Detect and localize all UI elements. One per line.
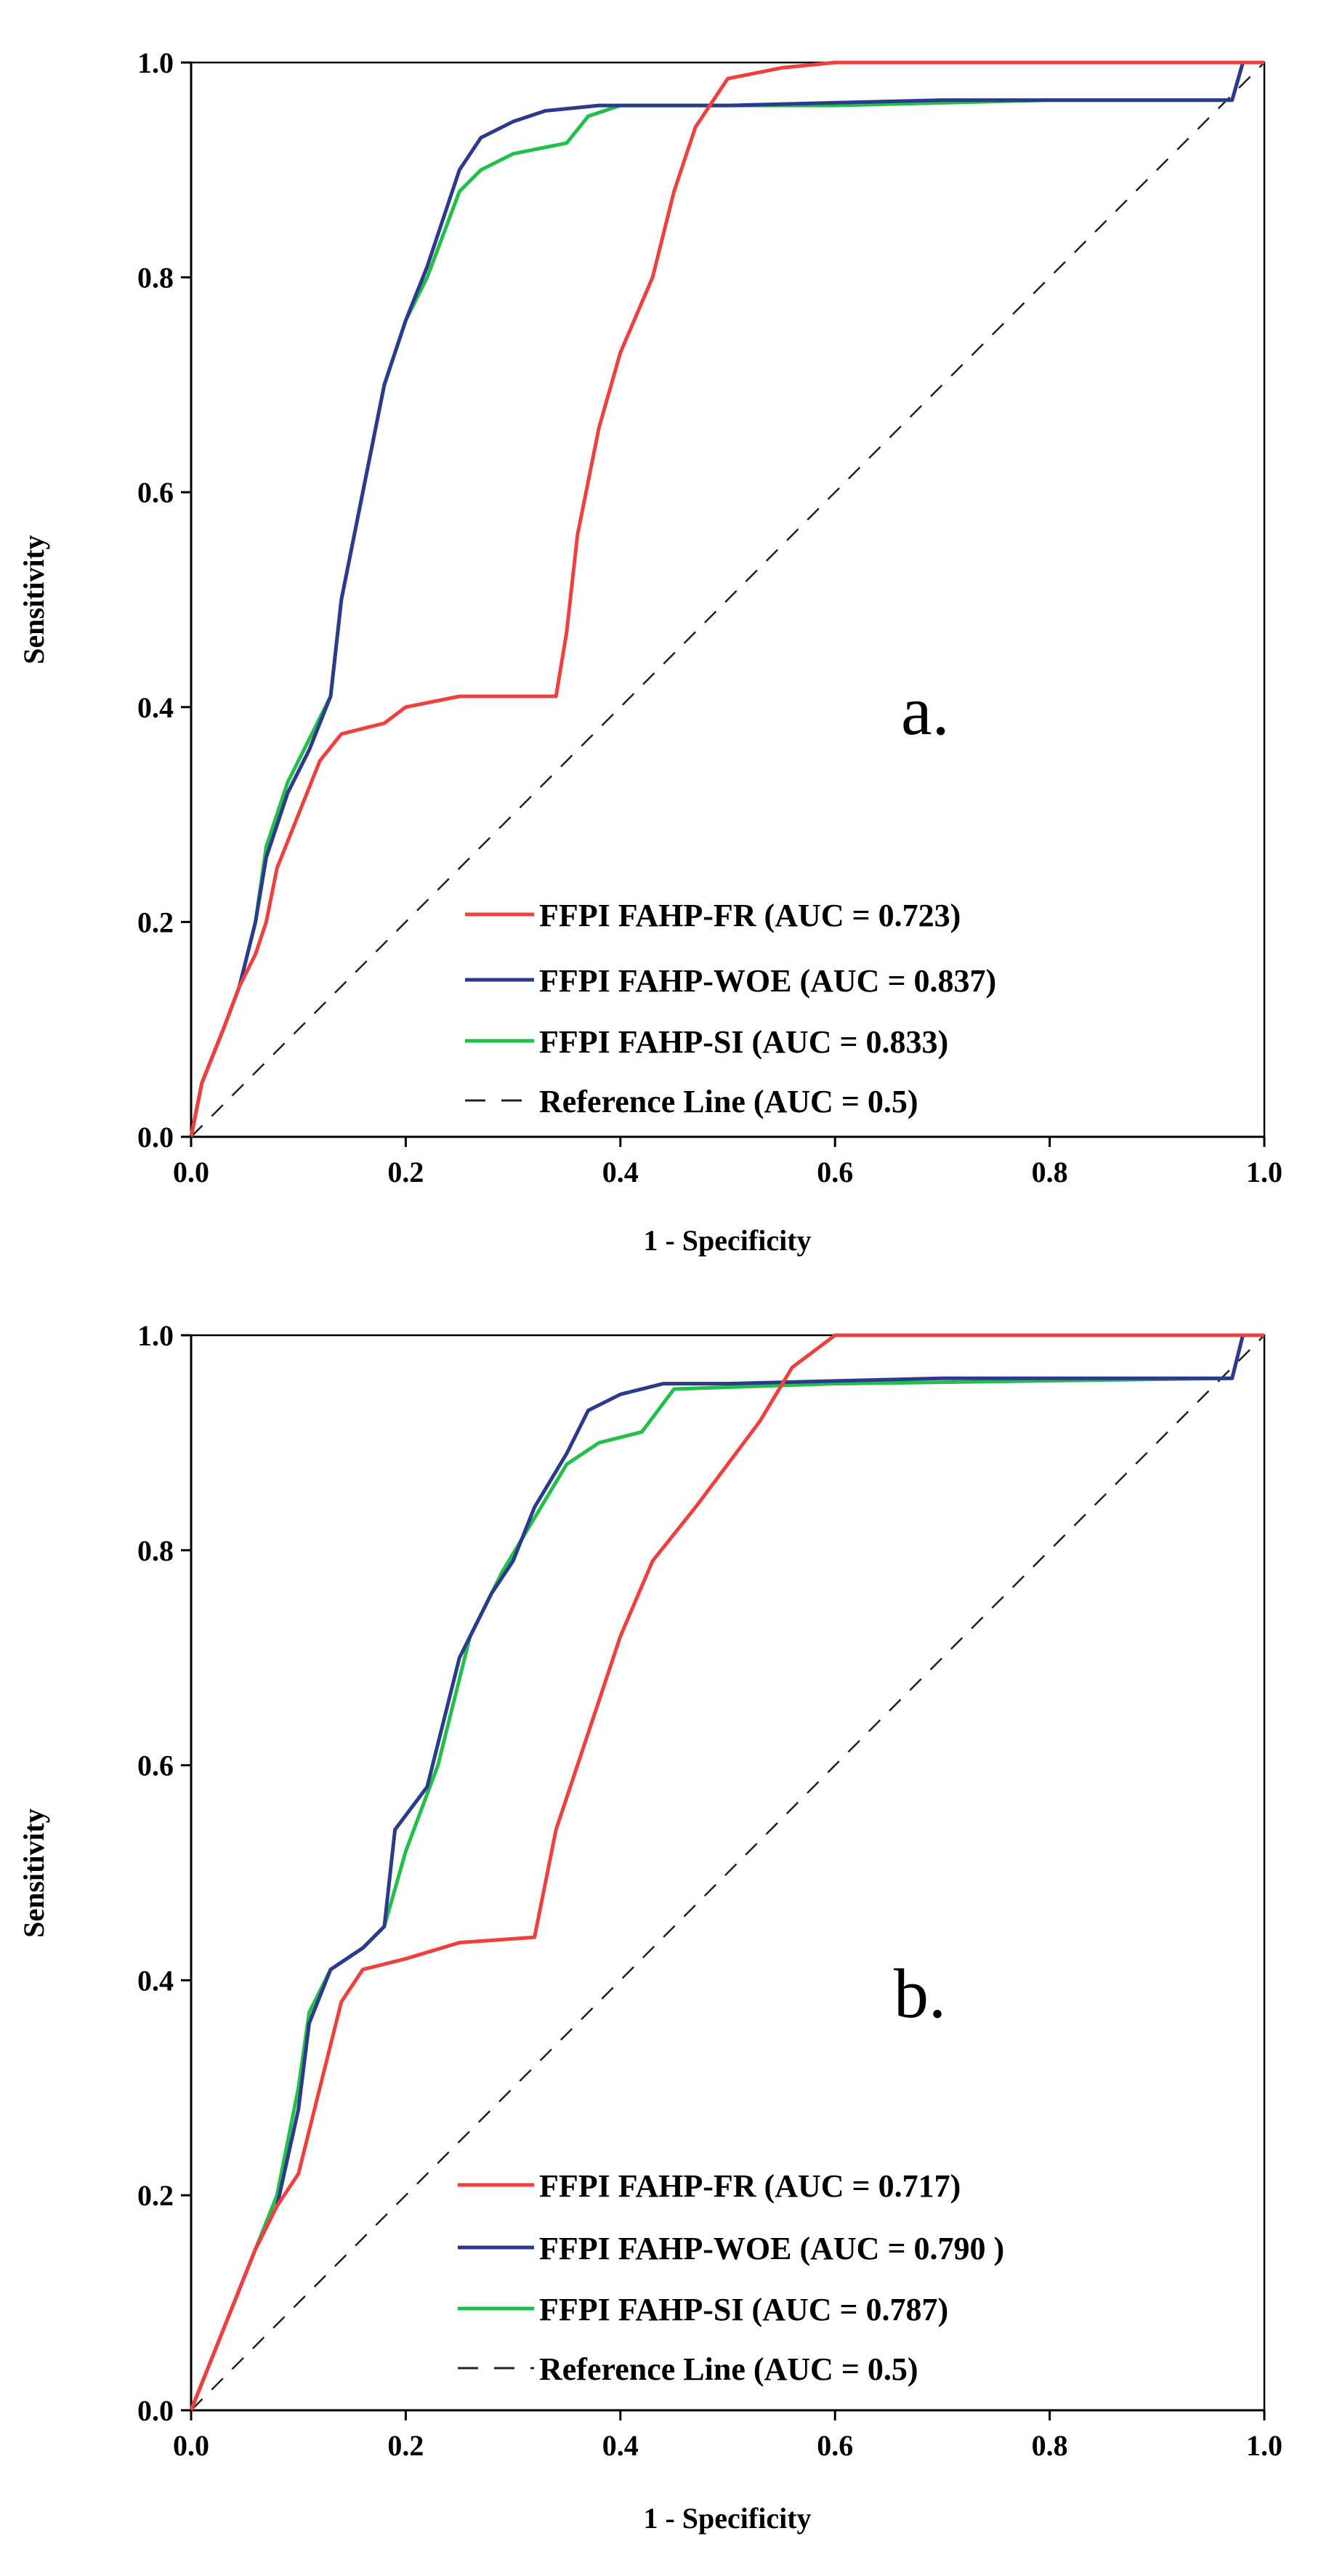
panel-a-y-tick-label-3: 0.6 xyxy=(137,476,174,509)
panel-b-x-axis-label: 1 - Specificity xyxy=(643,2502,811,2535)
panel-a-y-axis-label: Sensitivity xyxy=(17,535,50,664)
panel-b-y-tick-label-0: 0.0 xyxy=(137,2394,174,2427)
panel-b-x-tick-label-3: 0.6 xyxy=(817,2429,853,2462)
panel-a-series-fr xyxy=(189,60,1264,1138)
panel-b-legend-si: FFPI FAHP-SI (AUC = 0.787) xyxy=(539,2292,948,2327)
panel-b-label: b. xyxy=(894,1955,946,2032)
panel-a-y-tick-label-4: 0.8 xyxy=(137,262,174,294)
panel-a: 0.0 0.2 0.4 0.6 0.8 1.00.00.20.40.60.81.0 a. … xyxy=(17,47,1282,1257)
panel-a-legend-si: FFPI FAHP-SI (AUC = 0.833) xyxy=(539,1024,948,1060)
panel-b-x-tick-label-0: 0.0 xyxy=(173,2429,209,2462)
panel-b-series-fr xyxy=(189,1333,1264,2411)
panel-a-x-axis-label: 1 - Specificity xyxy=(643,1224,811,1257)
panel-b-legend-woe: FFPI FAHP-WOE (AUC = 0.790 ) xyxy=(539,2231,1004,2266)
panel-a-y-tick-label-0: 0.0 xyxy=(137,1121,174,1154)
panel-a-legend: FFPI FAHP-FR (AUC = 0.723) FFPI FAHP-WOE… xyxy=(465,898,996,1119)
panel-b-y-axis-label: Sensitivity xyxy=(17,1808,50,1938)
panel-b: 0.0 0.2 0.4 0.6 0.8 1.00.00.20.40.60.81.0 b. … xyxy=(17,1319,1282,2535)
panel-b-x-tick-label-4: 0.8 xyxy=(1032,2429,1068,2462)
panel-b-legend-ref: Reference Line (AUC = 0.5) xyxy=(539,2351,918,2387)
panel-a-legend-woe: FFPI FAHP-WOE (AUC = 0.837) xyxy=(539,963,996,999)
panel-b-y-tick-label-1: 0.2 xyxy=(137,2179,174,2212)
panel-b-ticks: 0.0 0.2 0.4 0.6 0.8 1.0 0.0 0.2 0.4 0.6 0.8 1.0 xyxy=(137,1319,1282,2462)
panel-a-series-layer xyxy=(189,60,1265,1138)
panel-b-y-tick-label-5: 1.0 xyxy=(137,1319,174,1352)
panel-a-x-tick-label-4: 0.8 xyxy=(1032,1156,1068,1188)
panel-b-y-tick-label-3: 0.6 xyxy=(137,1750,174,1782)
panel-a-y-tick-label-5: 1.0 xyxy=(137,47,174,79)
panel-b-series-si xyxy=(189,1333,1264,2411)
panel-b-x-tick-label-5: 1.0 xyxy=(1246,2429,1282,2462)
panel-a-x-tick-label-1: 0.2 xyxy=(387,1156,424,1188)
panel-b-legend: FFPI FAHP-FR (AUC = 0.717) FFPI FAHP-WOE… xyxy=(458,2168,1004,2387)
panel-b-series-reference xyxy=(190,1335,1265,2411)
panel-a-y-tick-label-1: 0.2 xyxy=(137,906,174,938)
panel-b-x-tick-label-1: 0.2 xyxy=(387,2429,424,2462)
panel-b-series-layer xyxy=(189,1333,1265,2411)
panel-a-legend-fr: FFPI FAHP-FR (AUC = 0.723) xyxy=(539,898,961,933)
panel-b-legend-fr: FFPI FAHP-FR (AUC = 0.717) xyxy=(539,2168,961,2204)
panel-b-x-tick-label-2: 0.4 xyxy=(602,2429,639,2462)
panel-b-y-tick-label-2: 0.4 xyxy=(137,1964,174,1997)
panel-a-ticks: 0.0 0.2 0.4 0.6 0.8 1.0 0.0 0.2 0.4 0.6 0.8 1.0 xyxy=(137,47,1282,1188)
panel-a-x-tick-label-5: 1.0 xyxy=(1246,1156,1282,1188)
panel-a-legend-ref: Reference Line (AUC = 0.5) xyxy=(539,1084,918,1119)
panel-b-y-tick-label-4: 0.8 xyxy=(137,1534,174,1567)
panel-a-x-tick-label-0: 0.0 xyxy=(173,1156,209,1188)
panel-a-label: a. xyxy=(901,672,950,749)
panel-a-series-reference xyxy=(190,62,1265,1138)
panel-a-x-tick-label-3: 0.6 xyxy=(817,1156,853,1188)
panel-a-x-tick-label-2: 0.4 xyxy=(602,1156,639,1188)
panel-a-y-tick-label-2: 0.4 xyxy=(137,691,174,724)
panel-a-series-woe xyxy=(189,60,1264,1138)
